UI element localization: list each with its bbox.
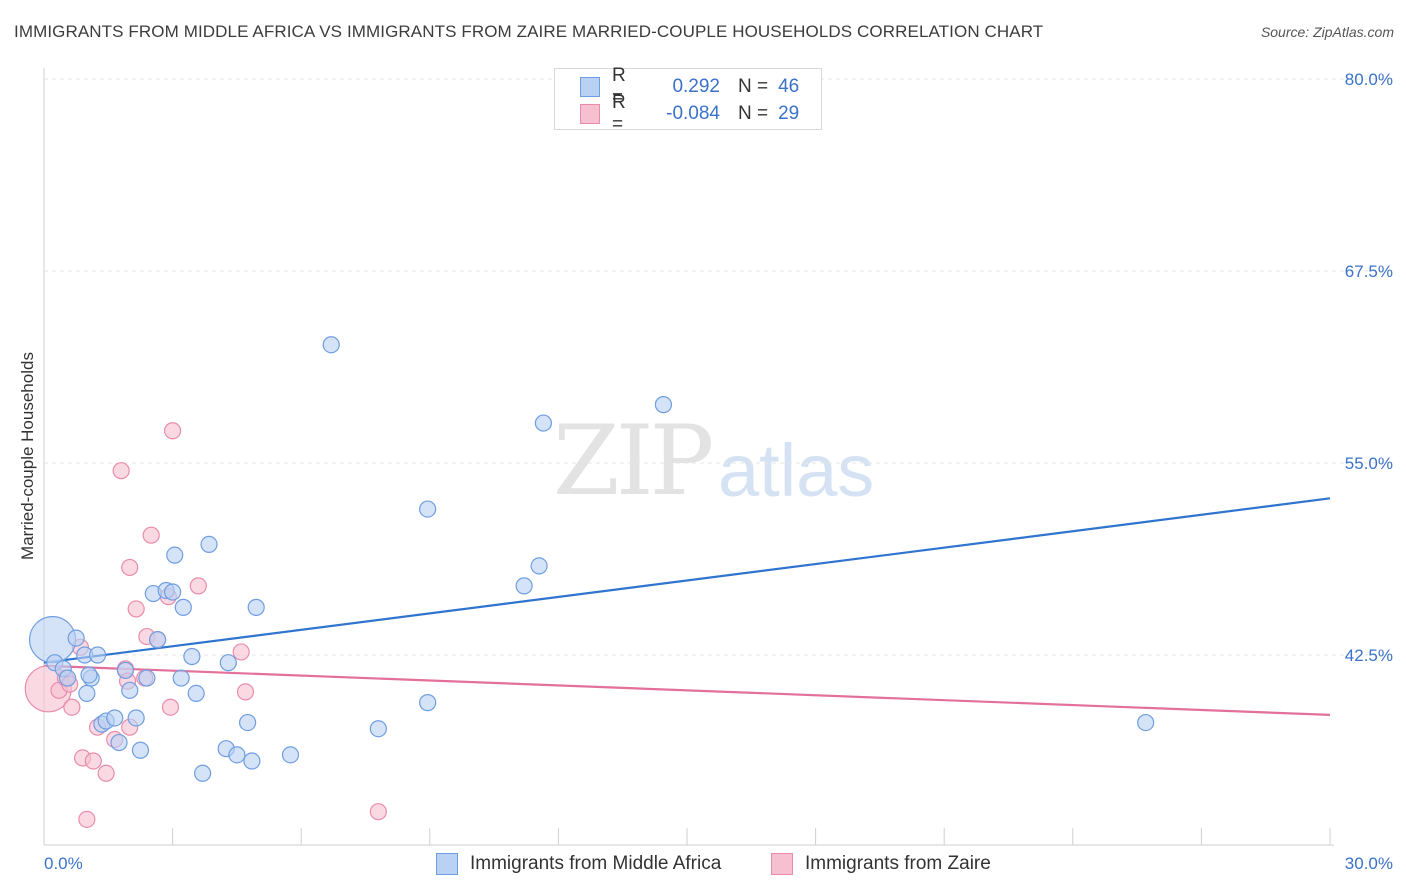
y-tick-label: 55.0% bbox=[1345, 454, 1393, 473]
data-point-middle-africa bbox=[322, 336, 340, 354]
data-point-zaire bbox=[189, 577, 207, 595]
y-tick-labels: 42.5% 55.0% 67.5% 80.0% bbox=[1345, 70, 1393, 665]
data-point-zaire bbox=[63, 698, 81, 716]
r-label: R = bbox=[612, 92, 626, 135]
data-point-middle-africa bbox=[172, 669, 190, 687]
stats-legend-row-pink: R = -0.084 N = 29 bbox=[555, 92, 800, 135]
chart-title: IMMIGRANTS FROM MIDDLE AFRICA VS IMMIGRA… bbox=[14, 22, 1044, 41]
data-point-middle-africa bbox=[534, 414, 552, 432]
n-label: N = bbox=[738, 76, 769, 97]
data-point-zaire bbox=[236, 683, 255, 701]
trend-line-middle-africa bbox=[43, 497, 1331, 664]
stats-legend-row-blue: R = 0.292 N = 46 bbox=[555, 65, 800, 108]
data-point-zaire bbox=[164, 422, 182, 440]
data-point-zaire bbox=[142, 526, 160, 544]
legend-swatch-pink bbox=[580, 104, 600, 124]
data-point-middle-africa bbox=[228, 746, 246, 764]
data-point-middle-africa bbox=[200, 535, 218, 554]
y-tick-label: 67.5% bbox=[1345, 262, 1393, 281]
trend-lines bbox=[43, 497, 1331, 717]
legend-swatch-pink bbox=[771, 853, 793, 875]
data-point-middle-africa bbox=[148, 631, 167, 649]
data-point-middle-africa bbox=[187, 684, 205, 703]
n-value: 29 bbox=[778, 103, 800, 124]
r-value: 0.292 bbox=[672, 76, 720, 97]
data-point-zaire bbox=[78, 810, 96, 828]
n-label: N = bbox=[738, 103, 769, 124]
data-point-middle-africa bbox=[419, 694, 437, 712]
data-point-middle-africa bbox=[1137, 713, 1155, 732]
n-value: 46 bbox=[778, 76, 800, 97]
data-point-middle-africa bbox=[110, 733, 128, 752]
data-point-middle-africa bbox=[281, 746, 300, 764]
data-point-middle-africa bbox=[67, 629, 85, 647]
legend-label: Immigrants from Zaire bbox=[805, 853, 991, 874]
data-point-zaire bbox=[84, 752, 102, 770]
r-label: R = bbox=[612, 65, 626, 108]
legend-item-zaire: Immigrants from Zaire bbox=[771, 851, 991, 877]
data-point-middle-africa bbox=[131, 741, 150, 759]
scatter-points bbox=[24, 336, 1155, 828]
data-point-zaire bbox=[161, 698, 180, 716]
legend-swatch-blue bbox=[580, 77, 600, 97]
y-tick-label: 80.0% bbox=[1345, 70, 1393, 89]
legend-item-middle-africa: Immigrants from Middle Africa bbox=[436, 851, 721, 877]
data-point-zaire bbox=[232, 643, 250, 661]
data-point-middle-africa bbox=[183, 647, 201, 666]
data-point-middle-africa bbox=[164, 583, 182, 601]
legend-label: Immigrants from Middle Africa bbox=[470, 853, 722, 874]
data-point-middle-africa bbox=[194, 764, 212, 782]
data-point-middle-africa bbox=[80, 666, 98, 684]
data-point-middle-africa bbox=[239, 713, 257, 732]
data-point-zaire bbox=[369, 803, 387, 821]
x-ticks bbox=[43, 828, 1331, 845]
source-label: Source: ZipAtlas.com bbox=[1260, 24, 1394, 40]
x-tick-label: 0.0% bbox=[44, 854, 83, 873]
data-point-middle-africa bbox=[515, 577, 533, 595]
data-point-middle-africa bbox=[219, 654, 237, 672]
data-point-middle-africa bbox=[106, 709, 124, 727]
data-point-middle-africa bbox=[174, 598, 192, 616]
data-point-middle-africa bbox=[121, 681, 139, 699]
data-point-zaire bbox=[97, 764, 115, 782]
data-point-middle-africa bbox=[138, 669, 156, 687]
data-point-middle-africa bbox=[247, 598, 265, 616]
data-point-middle-africa bbox=[419, 500, 437, 518]
x-tick-labels: 0.0% 30.0% bbox=[44, 854, 1393, 873]
data-point-zaire bbox=[121, 558, 139, 577]
data-point-middle-africa bbox=[116, 661, 135, 679]
x-tick-label: 30.0% bbox=[1345, 854, 1393, 873]
r-value: -0.084 bbox=[666, 103, 720, 124]
data-point-middle-africa bbox=[654, 396, 673, 414]
data-point-middle-africa bbox=[166, 546, 184, 564]
data-point-middle-africa bbox=[88, 646, 107, 664]
data-point-zaire bbox=[112, 462, 130, 480]
data-point-middle-africa bbox=[78, 684, 96, 703]
watermark-atlas: atlas bbox=[718, 429, 875, 512]
data-point-middle-africa bbox=[127, 709, 145, 727]
data-point-middle-africa bbox=[369, 720, 387, 738]
gridlines bbox=[44, 78, 1392, 656]
data-point-middle-africa bbox=[530, 557, 548, 575]
watermark-zip: ZIP bbox=[553, 405, 714, 517]
data-point-middle-africa bbox=[243, 752, 261, 770]
data-point-zaire bbox=[127, 600, 145, 618]
data-point-middle-africa bbox=[58, 669, 77, 687]
trend-line-zaire bbox=[43, 664, 1331, 717]
stats-legend: R = 0.292 N = 46 R = -0.084 N = 29 bbox=[554, 65, 822, 135]
y-tick-label: 42.5% bbox=[1345, 646, 1393, 665]
legend-swatch-blue bbox=[436, 853, 458, 875]
